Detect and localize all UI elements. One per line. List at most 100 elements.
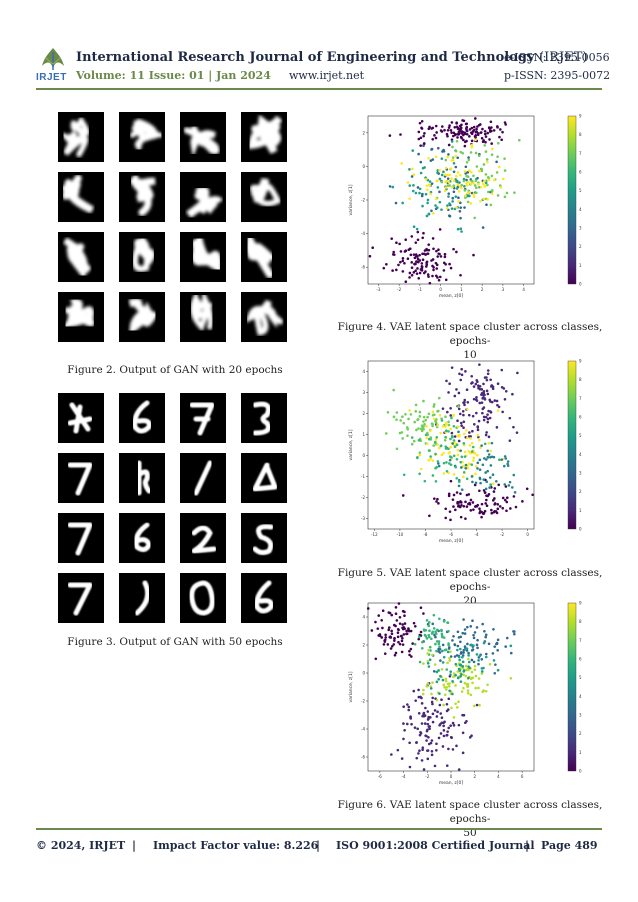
scatter-point	[506, 462, 509, 466]
scatter-point	[480, 672, 484, 675]
scatter-point	[395, 268, 398, 272]
scatter-point	[448, 689, 451, 693]
scatter-point	[486, 131, 490, 135]
scatter-point	[431, 712, 435, 716]
scatter-point	[461, 731, 465, 735]
scatter-point	[442, 620, 446, 623]
scatter-point	[450, 456, 453, 459]
scatter-point	[497, 405, 501, 409]
scatter-point	[467, 676, 470, 680]
scatter-point	[505, 509, 508, 513]
scatter-point	[390, 753, 393, 756]
scatter-point	[478, 363, 481, 366]
y-tick-label: -3	[361, 516, 365, 521]
scatter-point	[474, 686, 477, 690]
scatter-point	[496, 648, 499, 652]
scatter-point	[481, 411, 484, 415]
scatter-point	[463, 140, 467, 144]
scatter-point	[456, 419, 459, 423]
scatter-point	[399, 419, 402, 422]
scatter-point	[440, 628, 443, 632]
scatter-point	[480, 502, 484, 506]
scatter-point	[473, 135, 477, 138]
scatter-point	[442, 451, 445, 455]
scatter-point	[417, 688, 420, 692]
scatter-point	[438, 275, 442, 279]
scatter-point	[439, 675, 442, 678]
scatter-point	[408, 168, 411, 171]
scatter-point	[446, 134, 449, 138]
scatter-point	[428, 281, 432, 285]
scatter-point	[428, 658, 432, 662]
scatter-point	[465, 719, 468, 723]
scatter-point	[432, 417, 436, 421]
scatter-point	[457, 200, 460, 203]
scatter-point	[447, 192, 451, 195]
scatter-point	[449, 650, 452, 653]
scatter-point	[487, 453, 491, 456]
scatter-point	[426, 652, 429, 655]
scatter-point	[420, 696, 423, 700]
scatter-point	[402, 737, 405, 741]
scatter-point	[465, 160, 469, 164]
scatter-point	[478, 511, 481, 515]
scatter-point	[428, 727, 431, 731]
generated-digit-image	[180, 453, 226, 503]
scatter-point	[465, 493, 469, 497]
scatter-point	[400, 639, 404, 643]
scatter-point	[503, 455, 507, 458]
scatter-point	[484, 433, 488, 437]
scatter-point	[496, 668, 500, 672]
scatter-point	[472, 459, 475, 462]
scatter-point	[485, 389, 489, 393]
scatter-point	[477, 132, 480, 135]
scatter-point	[509, 651, 513, 655]
scatter-point	[435, 500, 438, 503]
scatter-point	[485, 480, 489, 484]
scatter-point	[491, 387, 495, 391]
x-tick-label: -1	[418, 287, 422, 292]
scatter-point	[408, 741, 411, 745]
scatter-point	[403, 622, 407, 625]
scatter-point	[470, 734, 473, 738]
scatter-point	[462, 673, 465, 677]
generated-digit-image	[180, 112, 226, 162]
scatter-point	[476, 453, 479, 457]
scatter-point	[480, 393, 483, 396]
scatter-point	[449, 670, 452, 673]
scatter-point	[442, 724, 445, 728]
scatter-point	[484, 633, 488, 637]
scatter-point	[386, 410, 390, 414]
y-axis-label: variance, z[1]	[348, 429, 354, 460]
scatter-point	[472, 181, 475, 185]
pissn: p-ISSN: 2395-0072	[504, 69, 611, 82]
scatter-point	[443, 255, 447, 259]
scatter-point	[421, 236, 425, 240]
scatter-point	[504, 645, 507, 648]
scatter-point	[442, 269, 446, 272]
scatter-point	[472, 385, 476, 388]
scatter-point	[406, 703, 409, 706]
scatter-point	[426, 718, 430, 721]
scatter-point	[414, 269, 417, 273]
scatter-point	[432, 265, 435, 269]
scatter-point	[468, 444, 472, 447]
scatter-point	[417, 427, 420, 430]
scatter-point	[481, 140, 485, 144]
scatter-point	[425, 424, 428, 428]
scatter-point	[421, 746, 425, 749]
scatter-point	[490, 142, 493, 145]
website-link[interactable]: www.irjet.net	[289, 69, 365, 82]
scatter-point	[495, 160, 498, 164]
scatter-point	[374, 620, 377, 624]
scatter-point	[472, 660, 476, 664]
scatter-point	[435, 680, 439, 684]
scatter-point	[414, 241, 418, 244]
vae-latent-plot-epochs-10: -3 -2 -1 0 1 2 3 4 -6 -4 -2 0 2 mean, z[0] variance, z…	[348, 114, 582, 300]
y-tick-label: -6	[361, 265, 365, 270]
colorbar-tick-label: 8	[579, 619, 582, 624]
x-tick-label: 6	[521, 774, 524, 779]
scatter-point	[455, 139, 459, 143]
scatter-point	[406, 722, 409, 726]
scatter-point	[432, 669, 436, 673]
